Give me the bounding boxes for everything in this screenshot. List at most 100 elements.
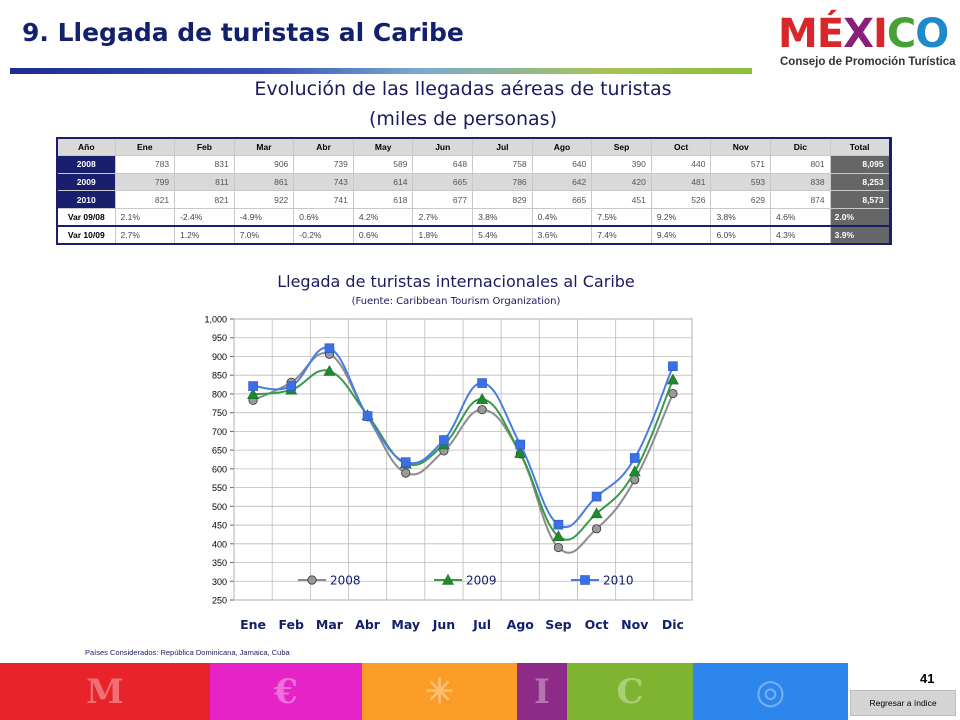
legend-marker xyxy=(580,575,590,585)
footer-glyph-icon: ✳ xyxy=(425,671,454,712)
legend-label: 2010 xyxy=(603,574,634,588)
table-cell: 829 xyxy=(472,190,533,209)
data-point-2010 xyxy=(439,435,449,445)
table-cell: 874 xyxy=(770,190,831,209)
table-cell: 481 xyxy=(650,172,712,192)
data-point-2009 xyxy=(323,364,336,376)
table-cell: -0.2% xyxy=(293,225,354,245)
footer-block-blue: ◎ xyxy=(693,663,848,720)
table-cell: 743 xyxy=(293,172,354,192)
y-tick-label: 950 xyxy=(212,333,227,343)
table-cell: 821 xyxy=(174,190,235,209)
table-cell: 390 xyxy=(591,155,652,174)
table-cell: 0.6% xyxy=(352,225,414,245)
data-point-2010 xyxy=(629,453,640,463)
table-header-cell: Año xyxy=(56,137,116,157)
footer-block-red: M xyxy=(0,663,210,720)
table-cell: 642 xyxy=(531,172,593,192)
data-point-2010 xyxy=(668,361,678,372)
row-label: 2010 xyxy=(56,190,116,209)
table-cell: 526 xyxy=(650,190,712,209)
table-cell: 0.6% xyxy=(293,207,354,227)
table-cell: 665 xyxy=(531,190,593,209)
table-cell: 3.8% xyxy=(710,207,772,227)
data-point-2008 xyxy=(668,388,678,399)
table-row: Var 10/09 2.7% 1.2% 7.0% -0.2% 0.6% 1.8% 5.4% 3.… xyxy=(56,225,892,245)
table-cell: -4.9% xyxy=(233,207,295,227)
y-tick-label: 450 xyxy=(212,521,227,531)
table-cell: 861 xyxy=(233,172,295,192)
total-cell: 8,253 xyxy=(829,172,892,192)
data-point-2009 xyxy=(476,393,489,404)
data-point-2008 xyxy=(401,468,411,478)
table-cell: 593 xyxy=(710,172,772,192)
back-to-index-button[interactable]: Regresar a índice xyxy=(850,690,956,716)
y-tick-label: 750 xyxy=(212,408,227,418)
row-label: Var 10/09 xyxy=(56,225,116,245)
x-tick-label: Sep xyxy=(545,617,571,632)
table-header-cell: Feb xyxy=(174,137,235,157)
data-point-2010 xyxy=(477,378,487,388)
data-point-2008 xyxy=(477,405,487,415)
data-point-2010 xyxy=(286,381,297,391)
logo-letter: C xyxy=(886,11,916,57)
y-tick-label: 300 xyxy=(212,577,227,587)
page-number: 41 xyxy=(920,671,935,686)
slide-title: 9. Llegada de turistas al Caribe xyxy=(22,18,464,47)
table-cell: 440 xyxy=(650,155,712,174)
table-row: 2009 799 811 861 743 614 665 786 642 420 481 593 838… xyxy=(56,172,892,192)
table-header-cell: Ene xyxy=(114,137,176,157)
y-tick-label: 250 xyxy=(212,596,227,606)
chart-title: Llegada de turistas internacionales al C… xyxy=(277,272,635,291)
table-header-cell: Abr xyxy=(293,137,354,157)
data-point-2010 xyxy=(362,411,373,421)
table-cell: 451 xyxy=(591,190,652,209)
table-cell: 7.4% xyxy=(591,225,652,245)
x-tick-label: Jun xyxy=(432,617,455,632)
logo-subtitle: Consejo de Promoción Turística xyxy=(780,56,956,68)
table-cell: 3.6% xyxy=(531,225,593,245)
data-point-2008 xyxy=(591,524,602,534)
table-cell: 648 xyxy=(412,155,474,174)
data-point-2008 xyxy=(553,542,564,553)
table-cell: 665 xyxy=(412,172,474,192)
table-cell: 420 xyxy=(591,172,652,192)
table-cell: 2.7% xyxy=(412,207,474,227)
table-cell: 811 xyxy=(174,172,235,192)
logo-letter: M xyxy=(778,11,818,57)
table-cell: 7.0% xyxy=(233,225,295,245)
y-tick-label: 700 xyxy=(212,427,227,437)
x-tick-label: Ene xyxy=(240,617,266,632)
chart-subtitle: (Fuente: Caribbean Tourism Organization) xyxy=(351,296,561,307)
title-rule xyxy=(10,68,752,74)
x-tick-label: Mar xyxy=(316,617,344,632)
table-cell: 677 xyxy=(412,190,474,209)
table-cell: 2.7% xyxy=(114,225,176,245)
table-cell: 0.4% xyxy=(531,207,593,227)
table-row: Var 09/08 2.1% -2.4% -4.9% 0.6% 4.2% 2.7% 3.8% 0… xyxy=(56,207,892,227)
table-cell: 3.8% xyxy=(472,207,533,227)
table-cell: 831 xyxy=(174,155,235,174)
series-line-2010 xyxy=(253,346,674,528)
row-label: 2009 xyxy=(56,172,116,192)
table-row: 2010 821 821 922 741 618 677 829 665 451 526 629 874… xyxy=(56,190,892,209)
table-cell: 640 xyxy=(531,155,593,174)
table-cell: 5.4% xyxy=(472,225,533,245)
table-cell: 9.4% xyxy=(650,225,712,245)
y-tick-label: 650 xyxy=(212,446,227,456)
arrivals-table: Año Ene Feb Mar Abr May Jun Jul Ago Sep Oct Nov Dic T… xyxy=(56,137,892,245)
y-tick-label: 550 xyxy=(212,483,227,493)
logo-letter: O xyxy=(915,11,949,57)
footnote: Países Considerados: República Dominican… xyxy=(85,648,290,657)
table-cell: 4.2% xyxy=(352,207,414,227)
table-cell: 741 xyxy=(293,190,354,209)
table-cell: 739 xyxy=(293,155,354,174)
table-header-cell: Jun xyxy=(412,137,474,157)
data-point-2010 xyxy=(591,491,602,502)
footer-glyph-icon: M xyxy=(86,671,124,712)
table-cell: 922 xyxy=(233,190,295,209)
data-point-2009 xyxy=(590,507,603,519)
table-subtitle: (miles de personas) xyxy=(369,108,557,130)
table-cell: 2.1% xyxy=(114,207,176,227)
